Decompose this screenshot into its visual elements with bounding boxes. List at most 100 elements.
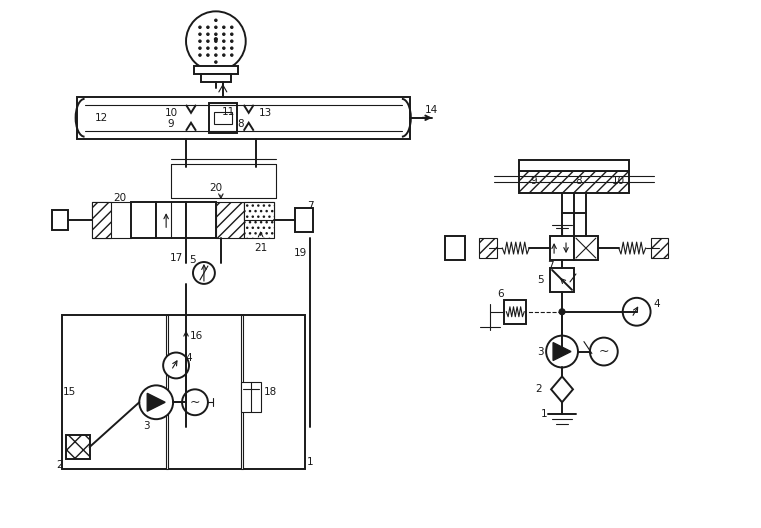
Bar: [77, 97, 410, 139]
Bar: [62, 315, 305, 469]
Bar: [444, 236, 464, 260]
Circle shape: [199, 33, 201, 35]
Text: ~: ~: [599, 345, 609, 358]
Circle shape: [193, 262, 215, 284]
Circle shape: [622, 298, 651, 326]
Text: 2: 2: [56, 460, 63, 470]
Bar: [91, 202, 111, 238]
Circle shape: [215, 61, 217, 63]
Bar: [550, 236, 574, 260]
Bar: [194, 66, 237, 74]
Circle shape: [199, 40, 201, 42]
Circle shape: [215, 47, 217, 49]
Text: 20: 20: [209, 183, 222, 193]
Circle shape: [199, 26, 201, 29]
Circle shape: [207, 47, 209, 49]
Bar: [65, 435, 90, 459]
Circle shape: [215, 37, 218, 41]
Circle shape: [215, 40, 217, 42]
Circle shape: [231, 26, 233, 29]
Bar: [91, 202, 132, 238]
Text: 15: 15: [63, 388, 76, 398]
Text: 4: 4: [653, 299, 660, 309]
Text: 21: 21: [254, 243, 267, 253]
Circle shape: [139, 385, 173, 419]
Bar: [214, 112, 232, 124]
Bar: [52, 210, 68, 230]
Bar: [186, 202, 216, 238]
Circle shape: [182, 389, 208, 415]
Circle shape: [546, 336, 578, 367]
Text: 8: 8: [237, 119, 244, 129]
Text: 16: 16: [189, 331, 202, 341]
Bar: [240, 315, 243, 469]
Text: 5: 5: [537, 275, 543, 285]
Bar: [519, 159, 629, 172]
Text: ~: ~: [189, 396, 200, 409]
Circle shape: [231, 54, 233, 56]
Bar: [519, 172, 629, 193]
Text: 14: 14: [425, 105, 438, 115]
Text: 10: 10: [164, 108, 177, 118]
Bar: [201, 74, 231, 82]
Text: 9: 9: [531, 176, 537, 186]
Text: 1: 1: [541, 409, 547, 419]
Circle shape: [199, 47, 201, 49]
Bar: [244, 202, 273, 220]
Text: 13: 13: [259, 108, 272, 118]
Bar: [550, 268, 574, 292]
Bar: [240, 382, 260, 412]
Circle shape: [223, 33, 225, 35]
Text: 4: 4: [186, 353, 193, 363]
Circle shape: [215, 26, 217, 29]
Text: 9: 9: [167, 119, 174, 129]
Text: 1: 1: [307, 457, 314, 467]
Text: 12: 12: [95, 113, 108, 123]
Text: 10: 10: [612, 176, 626, 186]
Bar: [132, 202, 156, 238]
Circle shape: [186, 11, 246, 71]
Text: 11: 11: [222, 107, 235, 117]
Circle shape: [223, 47, 225, 49]
Text: 6: 6: [497, 289, 504, 299]
Circle shape: [215, 19, 217, 22]
Polygon shape: [551, 376, 573, 402]
Polygon shape: [147, 393, 165, 411]
Circle shape: [231, 47, 233, 49]
Circle shape: [223, 40, 225, 42]
Bar: [479, 238, 498, 258]
Bar: [244, 202, 273, 238]
Bar: [295, 208, 314, 232]
Circle shape: [590, 337, 618, 365]
Circle shape: [207, 40, 209, 42]
Bar: [651, 238, 668, 258]
Text: 7: 7: [547, 261, 553, 271]
Bar: [216, 202, 244, 238]
Circle shape: [223, 54, 225, 56]
Circle shape: [231, 33, 233, 35]
Circle shape: [223, 26, 225, 29]
Bar: [209, 103, 237, 133]
Circle shape: [163, 353, 189, 379]
Text: 2: 2: [535, 384, 542, 394]
Text: 20: 20: [113, 193, 126, 203]
Bar: [156, 202, 186, 238]
Text: 3: 3: [537, 346, 543, 356]
Circle shape: [231, 40, 233, 42]
Circle shape: [559, 309, 565, 315]
Circle shape: [207, 54, 209, 56]
Text: 18: 18: [264, 388, 277, 398]
Circle shape: [207, 33, 209, 35]
Polygon shape: [553, 343, 571, 361]
Circle shape: [215, 54, 217, 56]
Circle shape: [207, 26, 209, 29]
Text: 3: 3: [143, 421, 150, 431]
Text: 19: 19: [294, 248, 307, 258]
Circle shape: [215, 33, 217, 35]
Text: 5: 5: [189, 255, 196, 265]
Text: 8: 8: [575, 176, 582, 186]
Text: 7: 7: [307, 201, 314, 211]
Bar: [505, 300, 526, 324]
Text: 17: 17: [170, 253, 183, 263]
Bar: [574, 236, 598, 260]
